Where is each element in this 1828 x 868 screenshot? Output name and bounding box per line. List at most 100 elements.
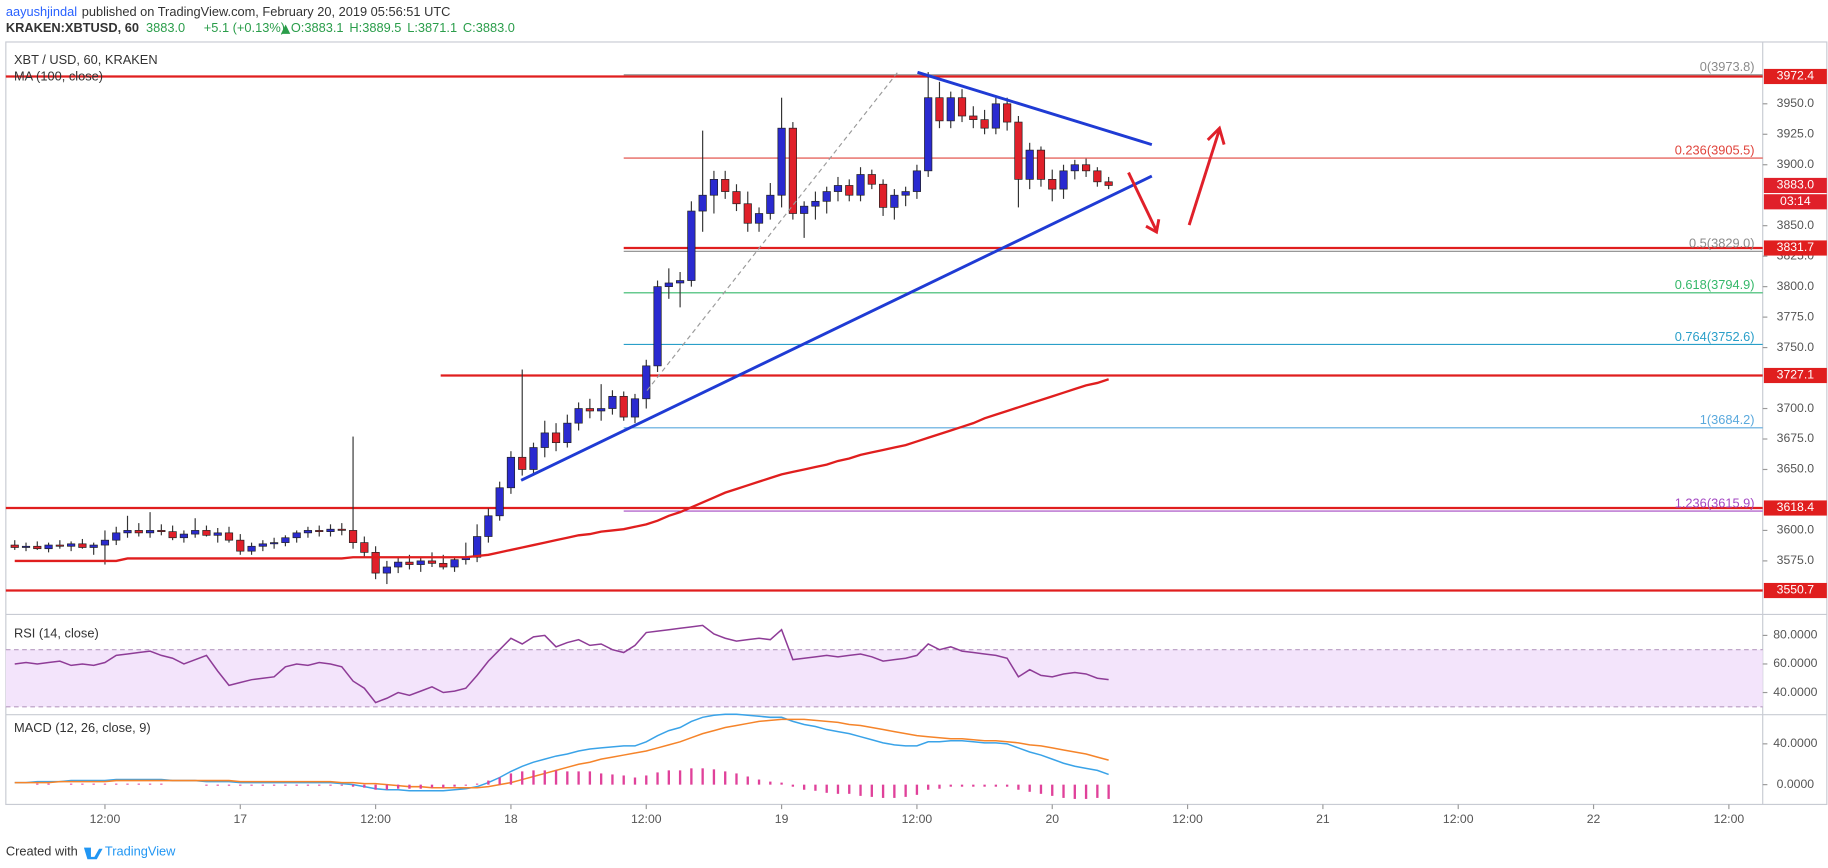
- candle-body: [912, 170, 921, 192]
- y-tick-label: 3575.0: [1777, 553, 1815, 567]
- candle-body: [743, 203, 752, 224]
- histogram-bar: [475, 783, 479, 785]
- candle-body: [315, 530, 324, 532]
- candle-body: [157, 530, 166, 532]
- histogram-bar: [295, 784, 298, 786]
- candle-body: [653, 286, 662, 367]
- histogram-bar: [1017, 784, 1020, 790]
- arrow-shaft: [1187, 128, 1221, 226]
- histogram-bar: [1107, 784, 1110, 799]
- footer-brand[interactable]: TradingView: [105, 844, 176, 859]
- histogram-bar: [667, 770, 670, 785]
- candle-body: [619, 395, 628, 418]
- histogram-bar: [543, 770, 546, 785]
- candle-body: [89, 544, 98, 548]
- candle-body: [833, 185, 843, 192]
- histogram-bar: [735, 773, 738, 785]
- series-line: [14, 378, 1109, 563]
- candle-body: [303, 530, 313, 534]
- trend-line-upper: [917, 70, 1153, 146]
- histogram-bar: [340, 784, 343, 786]
- x-tick-label: 20: [1045, 812, 1059, 826]
- x-tick-label: 12:00: [631, 812, 662, 826]
- candle-body: [236, 539, 245, 552]
- x-tick-label: 21: [1316, 812, 1330, 826]
- candle-body: [732, 191, 741, 205]
- y-tick-label: 3750.0: [1777, 340, 1815, 354]
- histogram-bar: [566, 771, 569, 785]
- candle-body: [67, 543, 76, 547]
- countdown-label: 03:14: [1780, 194, 1811, 208]
- candle-body: [281, 537, 290, 543]
- candle-body: [145, 530, 155, 534]
- low: L:3871.1: [407, 21, 457, 36]
- candle-body: [258, 543, 267, 547]
- y-tick-label: 0.0000: [1777, 777, 1815, 791]
- histogram-bar: [509, 773, 513, 785]
- level-label-box: [1763, 367, 1827, 384]
- histogram-bar: [1096, 784, 1099, 798]
- y-tick-label: 3650.0: [1777, 462, 1815, 476]
- candle-body: [191, 530, 200, 535]
- histogram-bar: [938, 784, 941, 789]
- histogram-bar: [205, 784, 208, 786]
- candle-body: [1104, 181, 1113, 186]
- level-label-box: [1763, 500, 1827, 516]
- histogram-bar: [712, 769, 716, 785]
- change-arrow: [280, 24, 291, 34]
- arrow-head: [1206, 125, 1226, 145]
- marks-layer: [10, 72, 1113, 799]
- candle-body: [33, 545, 42, 550]
- histogram-bar: [442, 784, 445, 788]
- candle-body: [1048, 179, 1057, 190]
- histogram-bar: [859, 784, 862, 796]
- histogram-bar: [250, 784, 253, 786]
- candle-body: [574, 408, 583, 424]
- histogram-bar: [47, 783, 50, 785]
- background-layer: [5, 74, 1768, 810]
- annotations: [520, 70, 1226, 482]
- histogram-bar: [126, 783, 129, 785]
- x-tick-label: 12:00: [1443, 812, 1474, 826]
- candle-body: [55, 544, 64, 547]
- candle-body: [709, 179, 719, 196]
- histogram-bar: [69, 783, 73, 785]
- level-label: 3831.7: [1777, 240, 1815, 254]
- histogram-bar: [374, 784, 377, 790]
- candle-body: [1025, 149, 1034, 180]
- histogram-bar: [949, 784, 952, 787]
- y-tick-label: 3800.0: [1777, 279, 1815, 293]
- fib-label: 0(3973.8): [1700, 59, 1755, 74]
- candle-body: [224, 532, 234, 541]
- fib-label: 1(3684.2): [1700, 412, 1755, 427]
- y-tick-label: 40.0000: [1773, 736, 1817, 750]
- candle-body: [270, 542, 279, 545]
- y-tick-label: 3700.0: [1777, 401, 1815, 415]
- candle-body: [506, 456, 516, 489]
- candle-body: [78, 543, 87, 548]
- candle-body: [326, 528, 335, 532]
- histogram-bar: [521, 771, 524, 785]
- histogram-bar: [81, 783, 84, 785]
- candle-body: [811, 200, 820, 207]
- candle-body: [405, 561, 414, 565]
- candle-body: [1036, 149, 1046, 180]
- candle-body: [879, 183, 888, 208]
- histogram-bar: [904, 784, 907, 797]
- countdown-label-box: [1763, 194, 1827, 210]
- histogram-bar: [1005, 784, 1009, 787]
- legend-entry: MA (100, close): [14, 68, 103, 83]
- chart-title: XBT / USD, 60, KRAKEN: [14, 52, 158, 67]
- y-tick-label: 3850.0: [1777, 218, 1815, 232]
- level-label-box: [1763, 240, 1827, 256]
- candle-body: [845, 185, 854, 196]
- y-tick-label: 3675.0: [1777, 431, 1815, 445]
- histogram-bar: [769, 781, 772, 785]
- x-tick-label: 18: [504, 812, 518, 826]
- arrow-down: [1127, 171, 1161, 235]
- histogram-bar: [396, 784, 400, 789]
- rsi-band: [5, 649, 1763, 707]
- histogram-bar: [1039, 784, 1043, 794]
- candle-body: [495, 487, 504, 517]
